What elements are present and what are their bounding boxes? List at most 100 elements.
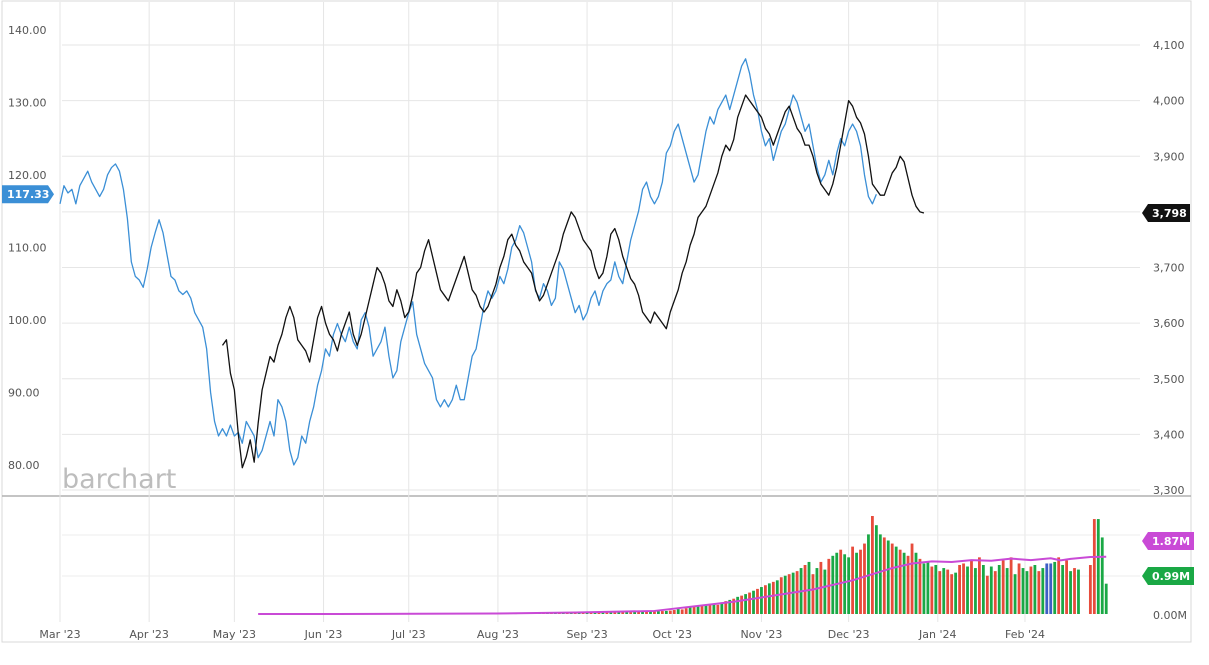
left-tick-label: 120.00 xyxy=(8,169,47,182)
volume-last-tag: 0.99M xyxy=(1152,570,1190,583)
x-tick-label: Feb '24 xyxy=(1005,628,1045,641)
volume-bar xyxy=(847,557,851,614)
volume-bar xyxy=(664,610,668,614)
left-tick-label: 90.00 xyxy=(8,386,40,399)
volume-bar xyxy=(767,583,771,614)
volume-bar xyxy=(966,566,969,614)
volume-bar xyxy=(855,552,858,614)
volume-bar xyxy=(843,554,847,614)
volume-bar xyxy=(700,605,704,614)
volume-bar xyxy=(740,595,744,614)
black-last-value-tag-bg xyxy=(1142,203,1190,222)
volume-bar xyxy=(712,603,716,614)
volume-bar xyxy=(744,594,747,614)
volume-bar xyxy=(1037,571,1041,614)
volume-bar xyxy=(724,601,728,614)
volume-bar xyxy=(672,610,676,614)
volume-bar xyxy=(867,534,870,614)
volume-bar xyxy=(783,575,787,614)
volume-bar xyxy=(605,612,609,614)
volume-bar xyxy=(1100,537,1104,614)
right-tick-label: 3,400 xyxy=(1153,428,1185,441)
volume-bar xyxy=(1033,565,1037,614)
volume-bar xyxy=(716,604,720,614)
volume-bar xyxy=(657,611,660,614)
volume-bar xyxy=(748,592,751,614)
volume-bar xyxy=(989,566,993,614)
volume-bar xyxy=(1092,519,1096,614)
volume-bar xyxy=(621,612,625,614)
volume-bar xyxy=(760,587,763,614)
x-tick-label: Nov '23 xyxy=(740,628,782,641)
volume-bar xyxy=(1001,560,1005,614)
volume-bar xyxy=(752,590,755,614)
volume-bar xyxy=(617,612,621,614)
volume-bar xyxy=(589,612,593,614)
volume-bar xyxy=(997,565,1001,614)
volume-bar xyxy=(914,552,918,614)
x-tick-label: May '23 xyxy=(213,628,256,641)
left-tick-label: 140.00 xyxy=(8,24,47,37)
volume-bar xyxy=(978,557,981,614)
volume-bar xyxy=(593,612,597,614)
volume-bar xyxy=(1088,565,1092,614)
volume-bar xyxy=(807,561,811,614)
volume-bar xyxy=(906,555,910,614)
volume-bar xyxy=(954,572,958,614)
volume-bar xyxy=(708,604,712,614)
volume-bar xyxy=(645,611,648,614)
x-tick-label: Oct '23 xyxy=(653,628,693,641)
x-tick-label: Jul '23 xyxy=(391,628,426,641)
volume-bars xyxy=(258,516,1108,615)
volume-average-tag: 1.87M xyxy=(1152,535,1190,548)
volume-bar xyxy=(1077,569,1080,614)
volume-bar xyxy=(970,560,973,614)
black-series-line xyxy=(221,94,925,469)
volume-bar xyxy=(641,611,644,614)
volume-bar xyxy=(934,565,938,614)
volume-bar xyxy=(736,596,740,614)
volume-last-tag-bg xyxy=(1142,567,1194,585)
volume-bar xyxy=(811,574,815,614)
volume-bar xyxy=(930,566,934,614)
volume-bar xyxy=(585,612,589,614)
volume-bar xyxy=(720,602,724,614)
volume-bar xyxy=(771,581,775,614)
x-tick-label: Jun '23 xyxy=(304,628,343,641)
volume-bar xyxy=(668,610,672,614)
blue-last-value-tag: 117.33 xyxy=(7,188,49,201)
left-tick-label: 130.00 xyxy=(8,96,47,109)
volume-bar xyxy=(1096,519,1100,614)
volume-bar xyxy=(878,534,882,614)
volume-bar xyxy=(613,612,617,614)
volume-bar xyxy=(958,565,961,614)
volume-bar xyxy=(728,599,732,614)
right-tick-label: 3,700 xyxy=(1153,262,1185,275)
right-tick-label: 4,000 xyxy=(1153,95,1185,108)
volume-bar xyxy=(1057,557,1061,614)
volume-bar xyxy=(871,516,874,614)
x-tick-label: Sep '23 xyxy=(566,628,607,641)
volume-bar xyxy=(898,549,902,614)
grid-lines xyxy=(1,0,1192,643)
volume-bar xyxy=(946,569,950,614)
volume-bar xyxy=(660,611,664,614)
volume-bar xyxy=(894,546,898,614)
volume-bar xyxy=(823,569,827,614)
x-tick-label: Dec '23 xyxy=(828,628,870,641)
blue-series-line xyxy=(59,58,877,466)
volume-bar xyxy=(926,561,930,614)
right-tick-label: 3,300 xyxy=(1153,484,1185,497)
volume-bar xyxy=(886,540,890,614)
volume-bar xyxy=(637,611,640,614)
volume-bar xyxy=(1029,566,1033,614)
volume-bar xyxy=(1045,563,1049,614)
x-axis-ticks: Mar '23 Apr '23 May '23 Jun '23 Jul '23 Aug '… xyxy=(39,628,1045,641)
volume-bar xyxy=(775,580,779,614)
volume-bar xyxy=(985,575,989,614)
left-axis-ticks: 80.00 90.00 100.00 110.00 120.00 130.00 140.00 xyxy=(8,24,47,472)
volume-bar xyxy=(1013,574,1017,614)
volume-bar xyxy=(676,609,680,614)
volume-bar xyxy=(1049,563,1053,614)
